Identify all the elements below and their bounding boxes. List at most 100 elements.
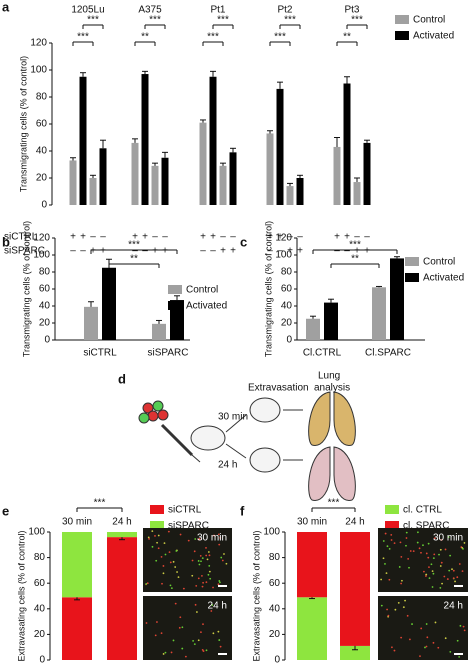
micrograph-dot: [199, 554, 202, 557]
micrograph-dot: [452, 569, 455, 572]
bar: [69, 160, 77, 205]
y-axis-label: Transmigrating cells (% of control): [18, 56, 28, 192]
group-label: 1205Lu: [71, 5, 104, 16]
micrograph-dot: [385, 572, 388, 575]
micrograph: [143, 528, 232, 592]
micrograph-dot: [418, 547, 421, 550]
treatment-sign: –: [267, 246, 273, 257]
bar-segment: [297, 532, 327, 598]
y-tick-label: 0: [274, 655, 280, 666]
micrograph-dot: [427, 556, 430, 559]
micrograph: [378, 596, 468, 660]
micrograph-dot: [206, 558, 209, 561]
y-tick-label: 60: [39, 284, 51, 295]
micrograph-dot: [449, 650, 452, 653]
micrograph-dot: [162, 565, 165, 567]
treatment-sign: –: [90, 232, 96, 243]
micrograph-dot: [205, 649, 208, 652]
micrograph-dot: [441, 582, 443, 585]
treatment-sign: –: [364, 232, 370, 243]
y-tick-label: 60: [36, 119, 48, 130]
x-tick-label: 24 h: [112, 517, 131, 528]
micrograph-dot: [164, 651, 167, 654]
treatment-sign: –: [297, 232, 303, 243]
micrograph-dot: [201, 557, 204, 560]
micrograph-dot: [197, 577, 200, 580]
micrograph-dot: [449, 554, 452, 557]
micrograph-dot: [433, 537, 436, 540]
bar: [170, 300, 184, 340]
y-tick-label: 40: [269, 603, 281, 614]
micrograph-dot: [400, 582, 403, 585]
micrograph-dot: [458, 655, 461, 658]
significance: ***: [328, 498, 340, 509]
micrograph-dot: [184, 655, 187, 658]
micrograph-dot: [397, 601, 400, 604]
micrograph-dot: [181, 647, 184, 650]
micrograph-dot: [219, 581, 221, 584]
micrograph-dot: [391, 646, 393, 649]
y-tick-label: 80: [281, 267, 293, 278]
micrograph-dot: [447, 536, 450, 538]
micrograph-dot: [155, 559, 158, 562]
micrograph-dot: [461, 570, 464, 572]
treatment-sign: –: [344, 246, 350, 257]
micrograph-dot: [211, 604, 214, 606]
syringe: [160, 423, 194, 457]
micrograph-dot: [456, 576, 459, 579]
micrograph-dot: [209, 577, 212, 580]
y-tick-label: 0: [44, 335, 50, 346]
significance: **: [343, 32, 351, 43]
micrograph-dot: [440, 561, 443, 564]
significance: ***: [351, 15, 363, 26]
micrograph-dot: [217, 583, 220, 586]
treatment-sign: +: [267, 232, 273, 243]
legend-swatch: [150, 521, 164, 530]
treatment-sign: –: [277, 246, 283, 257]
panel-letter: e: [2, 503, 9, 518]
micrograph-dot: [440, 539, 443, 541]
step-label: Lung: [318, 371, 340, 382]
treatment-sign: +: [90, 246, 96, 257]
micrograph-dot: [208, 570, 211, 573]
micrograph-dot: [416, 541, 419, 544]
lung: [308, 391, 356, 446]
micrograph-dot: [463, 542, 466, 544]
treatment-name: siCTRL: [4, 232, 38, 243]
micrograph-dot: [182, 587, 185, 590]
micrograph: [143, 596, 232, 660]
y-tick-label: 20: [34, 629, 46, 640]
bar: [229, 152, 237, 205]
micrograph-dot: [425, 623, 428, 625]
micrograph-dot: [431, 570, 434, 573]
micrograph-dot: [154, 634, 157, 637]
micrograph-dot: [154, 535, 156, 537]
micrograph-dot: [213, 534, 215, 537]
cell: [147, 410, 159, 422]
y-tick-label: 40: [281, 301, 293, 312]
mouse: [249, 397, 281, 423]
treatment-sign: +: [364, 246, 370, 257]
step-label: analysis: [314, 383, 350, 394]
micrograph-dot: [454, 580, 456, 583]
legend-swatch: [405, 273, 419, 282]
group-label: Pt1: [210, 5, 225, 16]
significance: **: [141, 32, 149, 43]
micrograph-dot: [384, 563, 386, 565]
micrograph-dot: [388, 578, 391, 581]
micrograph-dot: [179, 533, 182, 536]
y-tick-label: 100: [275, 250, 292, 261]
micrograph-dot: [210, 610, 213, 612]
group-label: Pt2: [277, 5, 292, 16]
treatment-sign: +: [344, 232, 350, 243]
bar: [151, 165, 159, 205]
y-tick-label: 20: [269, 629, 281, 640]
treatment-sign: –: [100, 232, 106, 243]
micrograph-dot: [164, 553, 167, 556]
micrograph-dot: [212, 632, 215, 635]
y-tick-label: 80: [34, 552, 46, 563]
y-tick-label: 100: [33, 250, 50, 261]
micrograph-dot: [157, 534, 160, 537]
micrograph-dot: [404, 599, 406, 602]
